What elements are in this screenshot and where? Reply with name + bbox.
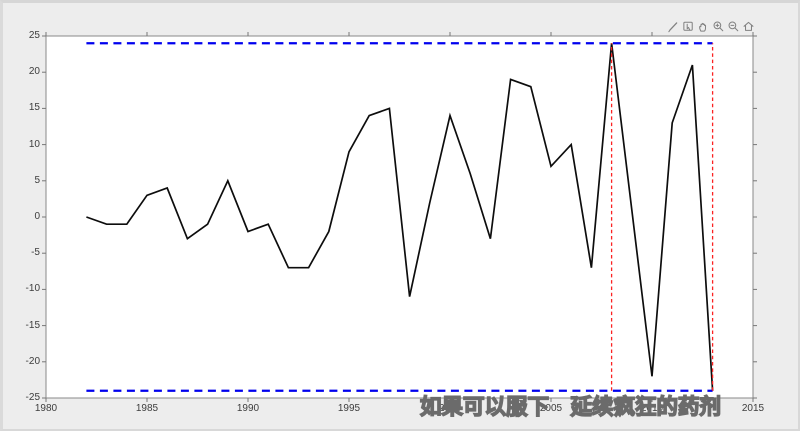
y-tick-label: 15 — [28, 102, 40, 114]
zoom-in-icon[interactable] — [712, 20, 725, 33]
y-tick-label: 0 — [34, 211, 40, 222]
x-tick-label: 1990 — [236, 403, 260, 414]
y-tick-label: 10 — [28, 138, 40, 150]
datatips-icon[interactable] — [682, 20, 695, 33]
y-tick-label: -5 — [31, 247, 40, 259]
x-tick-label: 1980 — [34, 403, 58, 414]
plot-area[interactable] — [45, 35, 754, 399]
brush-icon[interactable] — [667, 20, 680, 33]
x-tick-label: 1995 — [337, 403, 361, 414]
subtitle-watermark: 如果可以服下 延续疯狂的药剂 — [419, 394, 722, 419]
y-tick-label: -15 — [25, 319, 40, 331]
x-tick-label: 2010 — [640, 403, 664, 414]
y-tick-label: 25 — [28, 30, 40, 41]
y-tick-label: 5 — [34, 174, 40, 186]
chart-canvas[interactable] — [3, 3, 800, 431]
y-tick-label: 20 — [28, 66, 40, 78]
x-tick-label: 2000 — [438, 403, 462, 414]
zoom-out-icon[interactable] — [727, 20, 740, 33]
x-tick-label: 2005 — [539, 403, 563, 414]
y-tick-label: -20 — [25, 355, 40, 367]
restore-view-icon[interactable] — [742, 20, 755, 33]
main-line — [86, 43, 714, 391]
pan-icon[interactable] — [697, 20, 710, 33]
y-tick-label: -25 — [25, 392, 40, 403]
axes-toolbar — [667, 20, 755, 33]
x-tick-label: 2015 — [741, 403, 765, 414]
x-tick-label: 1985 — [135, 403, 159, 414]
y-tick-label: -10 — [25, 283, 40, 295]
